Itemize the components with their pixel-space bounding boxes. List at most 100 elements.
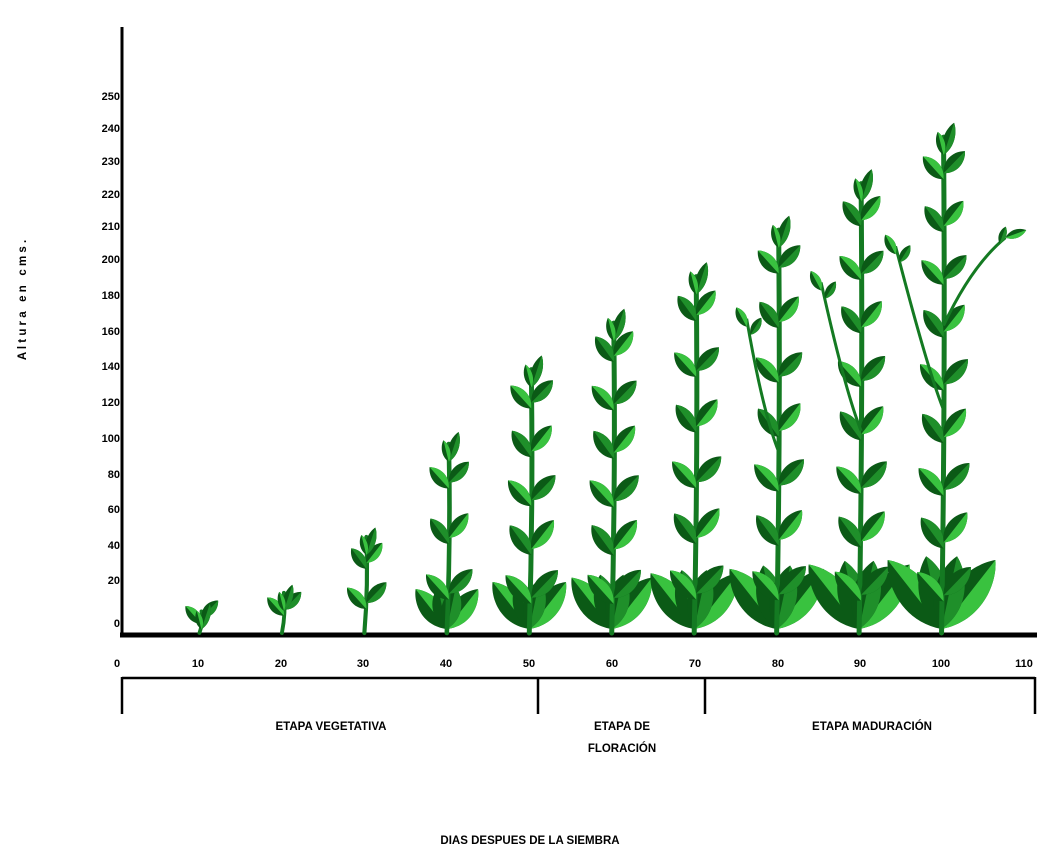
leaf bbox=[943, 200, 964, 227]
leaf-highlight bbox=[842, 201, 862, 227]
leaf-highlight bbox=[509, 525, 532, 555]
leaf bbox=[696, 347, 719, 371]
leaf-highlight bbox=[861, 406, 884, 435]
plant-branch bbox=[819, 282, 863, 432]
leaf bbox=[778, 566, 806, 595]
y-axis-title: A l t u r a e n c m s . bbox=[17, 240, 29, 360]
plant-day-70 bbox=[650, 262, 738, 636]
leaf bbox=[347, 587, 367, 609]
leaf-highlight bbox=[696, 399, 718, 427]
leaf-highlight bbox=[861, 566, 889, 595]
leaf-highlight bbox=[279, 591, 286, 611]
leaf-highlight bbox=[750, 317, 762, 335]
leaf-highlight bbox=[943, 304, 965, 332]
x-tick-labels: 0 10 20 30 40 50 60 70 80 90 100 110 bbox=[114, 658, 1033, 670]
leaf bbox=[448, 569, 473, 594]
leaf-highlight bbox=[861, 250, 884, 274]
leaf bbox=[921, 413, 944, 444]
plant-stem bbox=[444, 441, 452, 636]
leaf-highlight bbox=[922, 156, 944, 180]
leaf-highlight bbox=[531, 570, 558, 598]
leaf-highlight bbox=[943, 200, 964, 227]
leaf bbox=[673, 513, 697, 544]
leaf bbox=[778, 510, 803, 540]
leaf-highlight bbox=[366, 542, 383, 563]
leaf-highlight bbox=[613, 569, 641, 598]
leaf bbox=[924, 206, 944, 233]
leaf bbox=[510, 385, 532, 409]
y-tick-label: 240 bbox=[102, 123, 120, 135]
leaf bbox=[778, 352, 803, 377]
leaf-highlight bbox=[736, 307, 748, 327]
leaf bbox=[942, 122, 956, 156]
leaf bbox=[899, 245, 911, 263]
leaf bbox=[448, 461, 469, 483]
leaf-highlight bbox=[757, 250, 779, 274]
leaf-highlight bbox=[778, 352, 803, 377]
leaf-blade bbox=[510, 385, 532, 409]
y-tick-label: 160 bbox=[102, 326, 120, 338]
leaf-highlight bbox=[511, 430, 532, 458]
leaf-highlight bbox=[677, 295, 697, 322]
leaf bbox=[778, 403, 801, 431]
leaf bbox=[523, 364, 534, 388]
leaf bbox=[860, 406, 884, 435]
stage-brackets bbox=[120, 676, 1037, 714]
leaf-highlight bbox=[759, 301, 780, 329]
leaf-blade bbox=[922, 156, 944, 180]
leaf-highlight bbox=[943, 408, 967, 438]
leaf-highlight bbox=[696, 565, 724, 594]
y-tick-label: 140 bbox=[102, 361, 120, 373]
leaf bbox=[613, 380, 637, 405]
y-tick-label: 40 bbox=[108, 540, 120, 552]
leaf-highlight bbox=[613, 475, 639, 502]
leaf bbox=[842, 201, 862, 227]
leaf-highlight bbox=[885, 234, 897, 255]
y-tick-label: 60 bbox=[108, 504, 120, 516]
x-axis-title: DIAS DESPUES DE LA SIEMBRA bbox=[440, 835, 619, 847]
y-tick-label: 230 bbox=[102, 156, 120, 168]
y-tick-label: 80 bbox=[108, 469, 120, 481]
x-tick-label: 60 bbox=[606, 658, 618, 670]
stage-label-floracion-line1: ETAPA DE bbox=[594, 721, 650, 733]
leaf-highlight bbox=[838, 516, 862, 548]
leaf-highlight bbox=[531, 355, 544, 388]
plant-stem bbox=[691, 274, 700, 636]
x-tick-label: 40 bbox=[440, 658, 452, 670]
leaf-highlight bbox=[351, 548, 367, 569]
leaf bbox=[589, 480, 614, 508]
leaf bbox=[943, 151, 965, 174]
leaf-highlight bbox=[917, 572, 944, 602]
leaf-highlight bbox=[525, 364, 534, 388]
leaf-highlight bbox=[837, 361, 862, 387]
leaf-highlight bbox=[613, 519, 638, 550]
leaf-highlight bbox=[448, 461, 469, 483]
leaf-blade bbox=[1005, 228, 1027, 239]
leaf-highlight bbox=[861, 461, 887, 488]
leaf-highlight bbox=[834, 571, 862, 601]
leaf bbox=[834, 571, 862, 601]
leaf bbox=[839, 256, 862, 280]
leaf-highlight bbox=[690, 271, 699, 295]
leaf-highlight bbox=[283, 584, 294, 611]
plant-day-30 bbox=[347, 527, 387, 636]
x-tick-label: 110 bbox=[1015, 658, 1033, 670]
leaf bbox=[591, 385, 614, 411]
leaf-highlight bbox=[943, 567, 971, 596]
stage-label-maduracion: ETAPA MADURACIÓN bbox=[812, 720, 932, 733]
leaf bbox=[836, 466, 862, 494]
leaf-highlight bbox=[855, 178, 863, 202]
leaf-highlight bbox=[670, 570, 697, 600]
plant-stem bbox=[856, 181, 865, 636]
leaf bbox=[861, 566, 889, 595]
leaf-highlight bbox=[841, 306, 862, 334]
leaf bbox=[861, 250, 884, 274]
leaf-highlight bbox=[448, 513, 469, 539]
leaf-highlight bbox=[446, 586, 462, 629]
x-tick-label: 100 bbox=[932, 658, 950, 670]
leaf-highlight bbox=[861, 511, 885, 542]
x-tick-label: 30 bbox=[357, 658, 369, 670]
leaf-highlight bbox=[918, 468, 944, 496]
leaf bbox=[594, 336, 615, 362]
leaf-highlight bbox=[366, 582, 387, 604]
